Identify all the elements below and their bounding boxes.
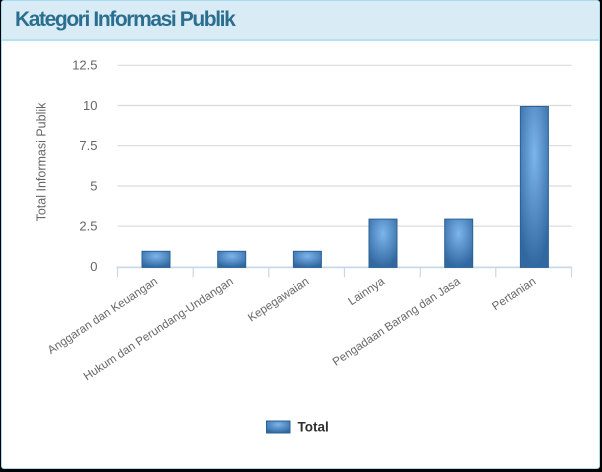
svg-text:Kepegawaian: Kepegawaian <box>246 275 312 325</box>
svg-text:Total Informasi Publik: Total Informasi Publik <box>35 102 49 222</box>
svg-text:Total: Total <box>298 420 329 435</box>
svg-text:0: 0 <box>90 259 97 274</box>
svg-text:Pertanian: Pertanian <box>490 275 539 313</box>
svg-text:12.5: 12.5 <box>72 58 97 73</box>
svg-text:5: 5 <box>90 178 97 193</box>
svg-text:Pengadaan Barang dan Jasa: Pengadaan Barang dan Jasa <box>330 275 463 369</box>
svg-text:10: 10 <box>83 98 97 113</box>
svg-text:7.5: 7.5 <box>79 138 97 153</box>
svg-text:Hukum dan Perundang-Undangan: Hukum dan Perundang-Undangan <box>81 275 235 383</box>
svg-text:Lainnya: Lainnya <box>346 275 388 309</box>
svg-text:2.5: 2.5 <box>79 219 97 234</box>
